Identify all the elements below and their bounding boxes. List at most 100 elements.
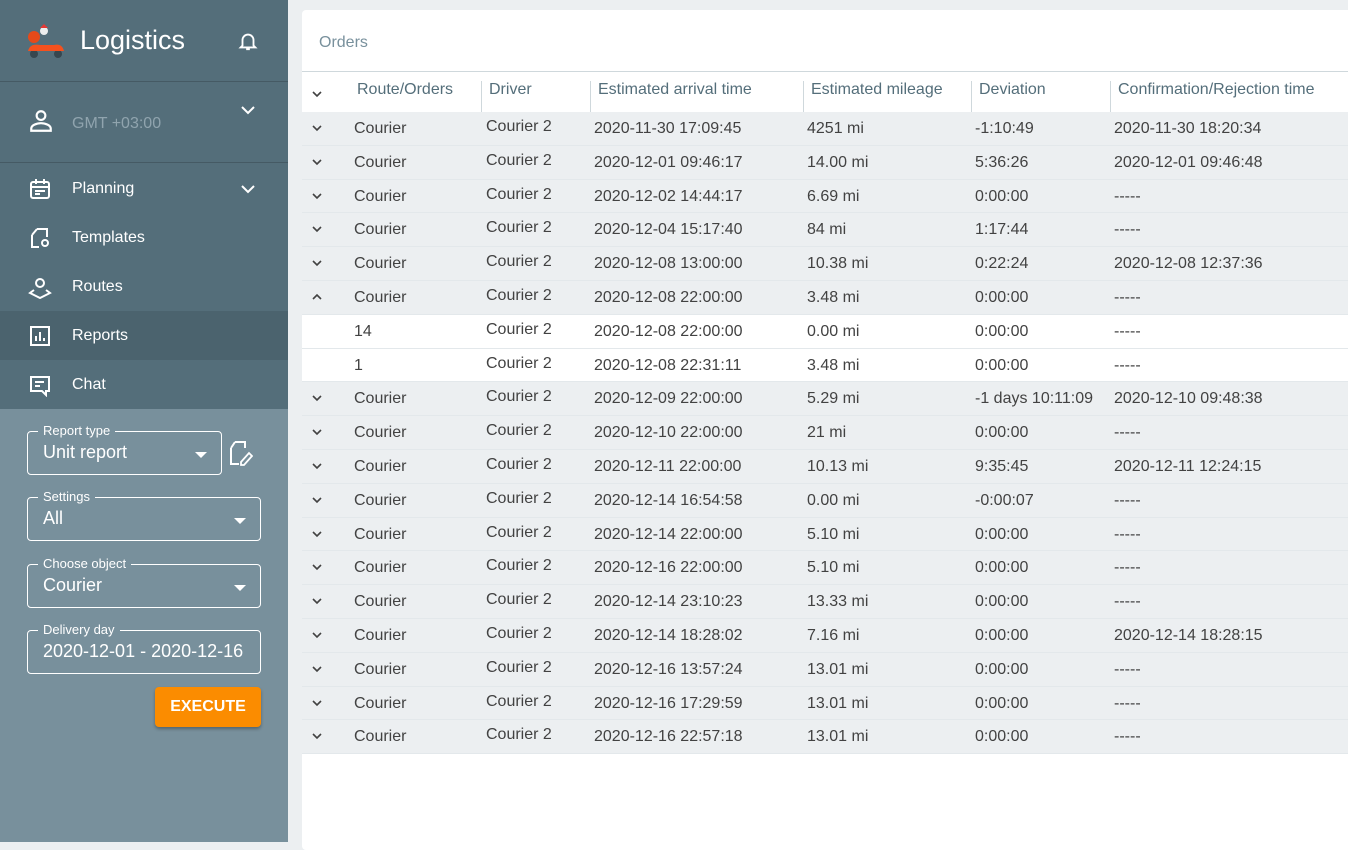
cell: ----- <box>1114 356 1141 374</box>
column-header[interactable]: Confirmation/Rejection time <box>1110 81 1315 113</box>
table-row[interactable]: Courier Courier 2 2020-12-08 13:00:00 10.38… <box>302 247 1348 281</box>
cell: 2020-12-01 09:46:17 <box>594 153 743 171</box>
chevron-down-icon[interactable] <box>312 731 322 741</box>
cell: 2020-12-14 18:28:15 <box>1114 626 1263 644</box>
sidebar-item-chat[interactable]: Chat <box>0 360 288 409</box>
chevron-down-icon[interactable] <box>312 461 322 471</box>
cell: Courier 2 <box>486 726 552 744</box>
cell: 0:00:00 <box>975 288 1029 306</box>
chevron-down-icon[interactable] <box>240 183 256 195</box>
cell: 2020-12-14 18:28:02 <box>594 626 743 644</box>
column-header[interactable]: Route/Orders <box>357 81 454 98</box>
cell: Courier 2 <box>486 286 552 304</box>
cell: 4251 mi <box>807 120 864 137</box>
table-row[interactable]: Courier Courier 2 2020-11-30 17:09:45 4251 … <box>302 112 1348 146</box>
table-row[interactable]: Courier Courier 2 2020-12-14 23:10:23 13.33… <box>302 585 1348 619</box>
delivery-day-input[interactable]: Delivery day 2020-12-01 - 2020-12-16 <box>27 622 261 674</box>
cell: 10.38 mi <box>807 255 869 273</box>
edit-report-icon[interactable] <box>229 440 253 466</box>
cell: 3.48 mi <box>807 288 860 306</box>
table-header: Route/Orders Driver Estimated arrival ti… <box>302 71 1348 113</box>
chevron-down-icon[interactable] <box>312 393 322 403</box>
cell: 5.10 mi <box>807 559 860 577</box>
table-row[interactable]: Courier Courier 2 2020-12-01 09:46:17 14.00… <box>302 145 1348 180</box>
table-row[interactable]: Courier Courier 2 2020-12-09 22:00:00 5.29 … <box>302 382 1348 417</box>
table-row[interactable]: Courier Courier 2 2020-12-04 15:17:40 84 mi… <box>302 213 1348 248</box>
table-row[interactable]: Courier Courier 2 2020-12-16 22:57:18 13.01… <box>302 720 1348 755</box>
table-row[interactable]: Courier Courier 2 2020-12-08 22:00:00 3.48 … <box>302 280 1348 315</box>
user-panel[interactable]: GMT +03:00 <box>0 82 288 163</box>
bell-icon[interactable] <box>237 30 259 52</box>
chevron-down-icon[interactable] <box>312 224 322 234</box>
cell: ----- <box>1114 593 1141 611</box>
sidebar: Logistics GMT +03:00 Planning Templates … <box>0 0 288 842</box>
sidebar-item-reports[interactable]: Reports <box>0 311 288 360</box>
cell: Courier <box>354 424 407 442</box>
chevron-down-icon[interactable] <box>312 157 322 167</box>
cell: Courier <box>354 457 407 475</box>
table-row[interactable]: Courier Courier 2 2020-12-14 22:00:00 5.10 … <box>302 517 1348 552</box>
table-row[interactable]: Courier Courier 2 2020-12-10 22:00:00 21 mi… <box>302 416 1348 450</box>
chevron-down-icon[interactable] <box>312 698 322 708</box>
chevron-down-icon[interactable] <box>312 191 322 201</box>
chevron-down-icon[interactable] <box>240 104 256 116</box>
chevron-down-icon[interactable] <box>312 529 322 539</box>
cell: 0.00 mi <box>807 491 860 509</box>
cell: Courier <box>354 153 407 171</box>
cell: 0:22:24 <box>975 255 1029 273</box>
cell: 2020-11-30 18:20:34 <box>1114 120 1262 137</box>
chevron-down-icon[interactable] <box>312 664 322 674</box>
chevron-down-icon[interactable] <box>312 427 322 437</box>
column-header[interactable]: Driver <box>481 81 532 113</box>
chevron-down-icon[interactable] <box>312 596 322 606</box>
cell: 2020-11-30 17:09:45 <box>594 120 742 137</box>
column-header[interactable]: Deviation <box>971 81 1046 113</box>
table-row[interactable]: Courier Courier 2 2020-12-16 13:57:24 13.01… <box>302 652 1348 687</box>
cell: 2020-12-08 22:00:00 <box>594 288 743 306</box>
cell: Courier 2 <box>486 624 552 642</box>
sidebar-item-planning[interactable]: Planning <box>0 164 288 213</box>
column-header[interactable]: Estimated arrival time <box>590 81 752 113</box>
chevron-up-icon[interactable] <box>312 292 322 302</box>
cell: Courier 2 <box>486 523 552 541</box>
choose-object-select[interactable]: Choose object Courier <box>27 556 261 608</box>
table-row[interactable]: Courier Courier 2 2020-12-14 16:54:58 0.00 … <box>302 483 1348 518</box>
cell: 0:00:00 <box>975 593 1029 611</box>
table-row[interactable]: Courier Courier 2 2020-12-11 22:00:00 10.13… <box>302 449 1348 484</box>
sidebar-item-routes[interactable]: Routes <box>0 262 288 311</box>
cell: ----- <box>1114 491 1141 509</box>
cell: ----- <box>1114 728 1141 746</box>
cell: 2020-12-02 14:44:17 <box>594 187 743 205</box>
cell: Courier <box>354 255 407 273</box>
cell: Courier <box>354 491 407 509</box>
cell: 2020-12-08 22:00:00 <box>594 322 743 340</box>
cell: ----- <box>1114 660 1141 678</box>
cell: 0:00:00 <box>975 424 1029 442</box>
field-value: 2020-12-01 - 2020-12-16 <box>43 641 244 661</box>
sub-row[interactable]: 1 Courier 2 2020-12-08 22:31:11 3.48 mi 0:00… <box>302 348 1348 383</box>
expand-all-icon[interactable] <box>312 90 322 98</box>
report-type-select[interactable]: Report type Unit report <box>27 423 222 475</box>
table-row[interactable]: Courier Courier 2 2020-12-16 17:29:59 13.01… <box>302 686 1348 721</box>
column-header[interactable]: Estimated mileage <box>803 81 943 113</box>
table-row[interactable]: Courier Courier 2 2020-12-02 14:44:17 6.69 … <box>302 179 1348 214</box>
cell: 0:00:00 <box>975 322 1029 340</box>
chevron-down-icon[interactable] <box>312 258 322 268</box>
chevron-down-icon[interactable] <box>312 630 322 640</box>
cell: 14.00 mi <box>807 153 869 171</box>
settings-select[interactable]: Settings All <box>27 489 261 541</box>
chevron-down-icon[interactable] <box>312 495 322 505</box>
chevron-down-icon[interactable] <box>312 562 322 572</box>
cell: -0:00:07 <box>975 491 1034 509</box>
cell: Courier 2 <box>486 692 552 710</box>
cell: 2020-12-14 16:54:58 <box>594 491 743 509</box>
cell: 2020-12-14 22:00:00 <box>594 525 743 543</box>
table-row[interactable]: Courier Courier 2 2020-12-14 18:28:02 7.16 … <box>302 618 1348 653</box>
chevron-down-icon[interactable] <box>312 123 322 133</box>
execute-button[interactable]: EXECUTE <box>155 687 261 727</box>
cell: 0:00:00 <box>975 525 1029 543</box>
cell: Courier <box>354 288 407 306</box>
sub-row[interactable]: 14 Courier 2 2020-12-08 22:00:00 0.00 mi 0:0… <box>302 314 1348 349</box>
sidebar-item-templates[interactable]: Templates <box>0 213 288 262</box>
table-row[interactable]: Courier Courier 2 2020-12-16 22:00:00 5.10 … <box>302 551 1348 586</box>
